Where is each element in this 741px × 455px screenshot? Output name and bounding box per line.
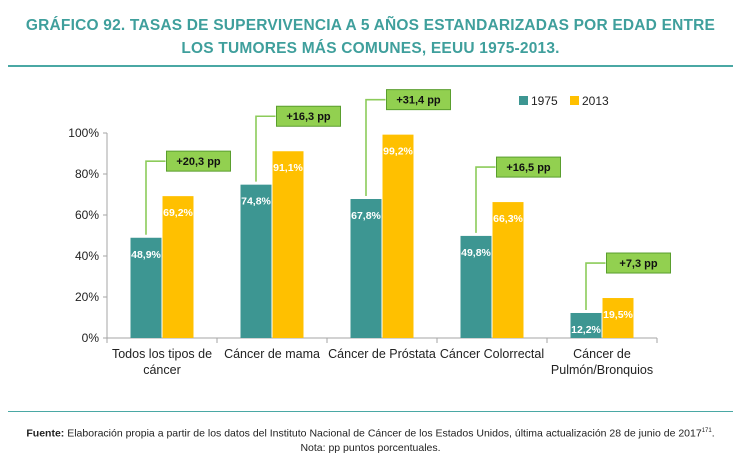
bar-2013 — [272, 151, 304, 338]
y-tick-label: 80% — [75, 167, 99, 181]
bar-2013-value-label: 91,1% — [273, 162, 303, 174]
bar-2013 — [162, 196, 194, 338]
difference-box — [496, 156, 561, 178]
difference-label: +7,3 pp — [619, 258, 657, 270]
chart-title: GRÁFICO 92. TASAS DE SUPERVIVENCIA A 5 A… — [0, 14, 741, 60]
difference-arrow-line — [365, 98, 386, 197]
y-tick-label: 60% — [75, 208, 99, 222]
y-tick-label: 40% — [75, 249, 99, 263]
footer-divider — [8, 411, 733, 412]
note-text: Nota: pp puntos porcentuales. — [300, 441, 441, 454]
legend-swatch-1975 — [519, 96, 528, 105]
x-category-label: Cáncer Colorrectal — [440, 347, 544, 361]
source-reference: 171 — [701, 428, 712, 434]
difference-label: +20,3 pp — [176, 156, 221, 168]
chart-title-line-2: LOS TUMORES MÁS COMUNES, EEUU 1975-2013. — [181, 40, 560, 57]
difference-arrow-line — [475, 166, 496, 233]
chart-title-line-1: GRÁFICO 92. TASAS DE SUPERVIVENCIA A 5 A… — [25, 17, 716, 34]
bar-1975 — [570, 312, 602, 338]
difference-box — [386, 89, 451, 111]
difference-label: +31,4 pp — [396, 95, 441, 107]
title-divider — [8, 65, 733, 67]
bar-1975-value-label: 67,8% — [351, 210, 381, 222]
bar-1975 — [240, 184, 272, 338]
bar-1975-value-label: 12,2% — [571, 324, 601, 336]
legend-swatch-2013 — [570, 96, 579, 105]
bar-1975-value-label: 49,8% — [461, 247, 491, 259]
bar-2013 — [382, 134, 414, 338]
bar-1975 — [460, 235, 492, 338]
bar-2013-value-label: 19,5% — [603, 309, 633, 321]
x-category-label: Cáncer de — [573, 347, 631, 361]
bar-2013-value-label: 99,2% — [383, 146, 413, 158]
bar-1975-value-label: 74,8% — [241, 196, 271, 208]
source-end: . — [711, 427, 715, 440]
y-tick-label: 20% — [75, 290, 99, 304]
difference-label: +16,5 pp — [506, 162, 551, 174]
bar-1975 — [130, 237, 162, 338]
x-category-label: Todos los tipos de — [112, 347, 212, 361]
bar-2013-value-label: 66,3% — [493, 213, 523, 225]
source-footer: Fuente: Elaboración propia a partir de l… — [0, 424, 741, 455]
difference-box — [166, 150, 231, 172]
y-tick-label: 100% — [68, 126, 99, 140]
difference-box — [606, 252, 671, 274]
bar-1975-value-label: 48,9% — [131, 249, 161, 261]
source-label: Fuente: — [26, 427, 65, 440]
legend-label-2013: 2013 — [582, 94, 609, 108]
bar-chart: 0% 20% 40% 60% 80% 100% 48,9% 69,2% +20,3 pp Todo… — [68, 89, 671, 377]
bar-2013 — [602, 298, 634, 338]
bar-2013 — [492, 202, 524, 338]
bar-2013-value-label: 69,2% — [163, 207, 193, 219]
legend-label-1975: 1975 — [531, 94, 558, 108]
source-text: Elaboración propia a partir de los datos… — [64, 427, 702, 440]
x-category-label: Cáncer de mama — [224, 347, 320, 361]
difference-box — [276, 105, 341, 127]
y-tick-label: 0% — [82, 331, 100, 345]
bar-1975 — [350, 199, 382, 338]
x-category-label: cáncer — [143, 363, 181, 377]
x-category-label: Cáncer de Próstata — [328, 347, 436, 361]
difference-arrow-line — [585, 262, 606, 310]
difference-label: +16,3 pp — [286, 111, 331, 123]
difference-arrow-line — [145, 160, 166, 235]
difference-arrow-line — [255, 115, 276, 182]
x-category-label: Pulmón/Bronquios — [551, 363, 653, 377]
